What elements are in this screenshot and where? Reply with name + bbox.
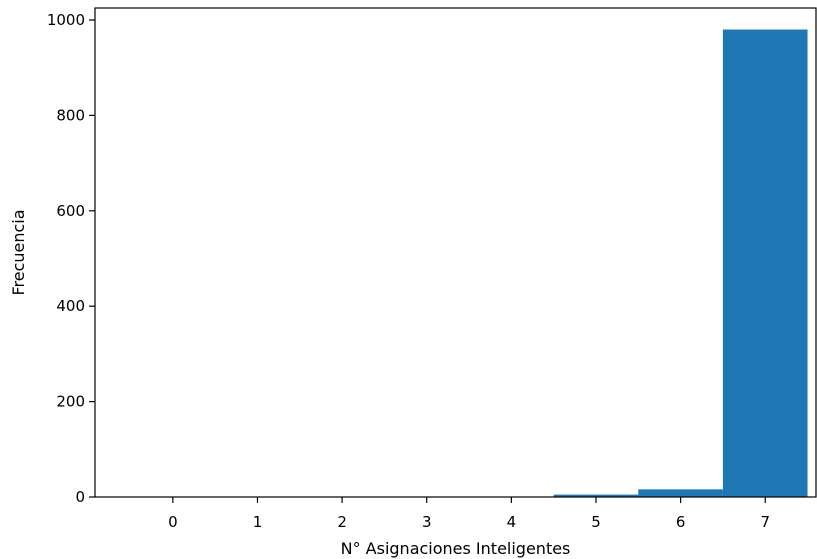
y-axis-label: Frecuencia	[9, 209, 28, 295]
bar-6	[638, 489, 723, 497]
x-tick-label: 0	[168, 513, 178, 531]
y-tick-label: 600	[56, 202, 85, 220]
plot-frame	[94, 7, 817, 498]
y-tick-label: 1000	[47, 11, 85, 29]
x-tick-label: 6	[676, 513, 686, 531]
y-tick-label: 400	[56, 297, 85, 315]
x-axis-ticks: 0 1 2 3 4 5 6 7	[168, 497, 770, 531]
x-axis-label: N° Asignaciones Inteligentes	[341, 539, 571, 558]
y-tick-label: 0	[75, 488, 85, 506]
y-axis-ticks: 0 200 400 600 800 1000	[47, 11, 95, 506]
y-tick-label: 800	[56, 106, 85, 124]
x-tick-label: 1	[253, 513, 263, 531]
x-tick-label: 5	[591, 513, 601, 531]
bar-7	[722, 29, 808, 497]
x-tick-label: 3	[422, 513, 432, 531]
x-tick-label: 7	[760, 513, 770, 531]
x-tick-label: 4	[507, 513, 517, 531]
x-tick-label: 2	[337, 513, 347, 531]
y-tick-label: 200	[56, 393, 85, 411]
bars-group	[553, 29, 808, 497]
bar-5	[553, 494, 639, 497]
